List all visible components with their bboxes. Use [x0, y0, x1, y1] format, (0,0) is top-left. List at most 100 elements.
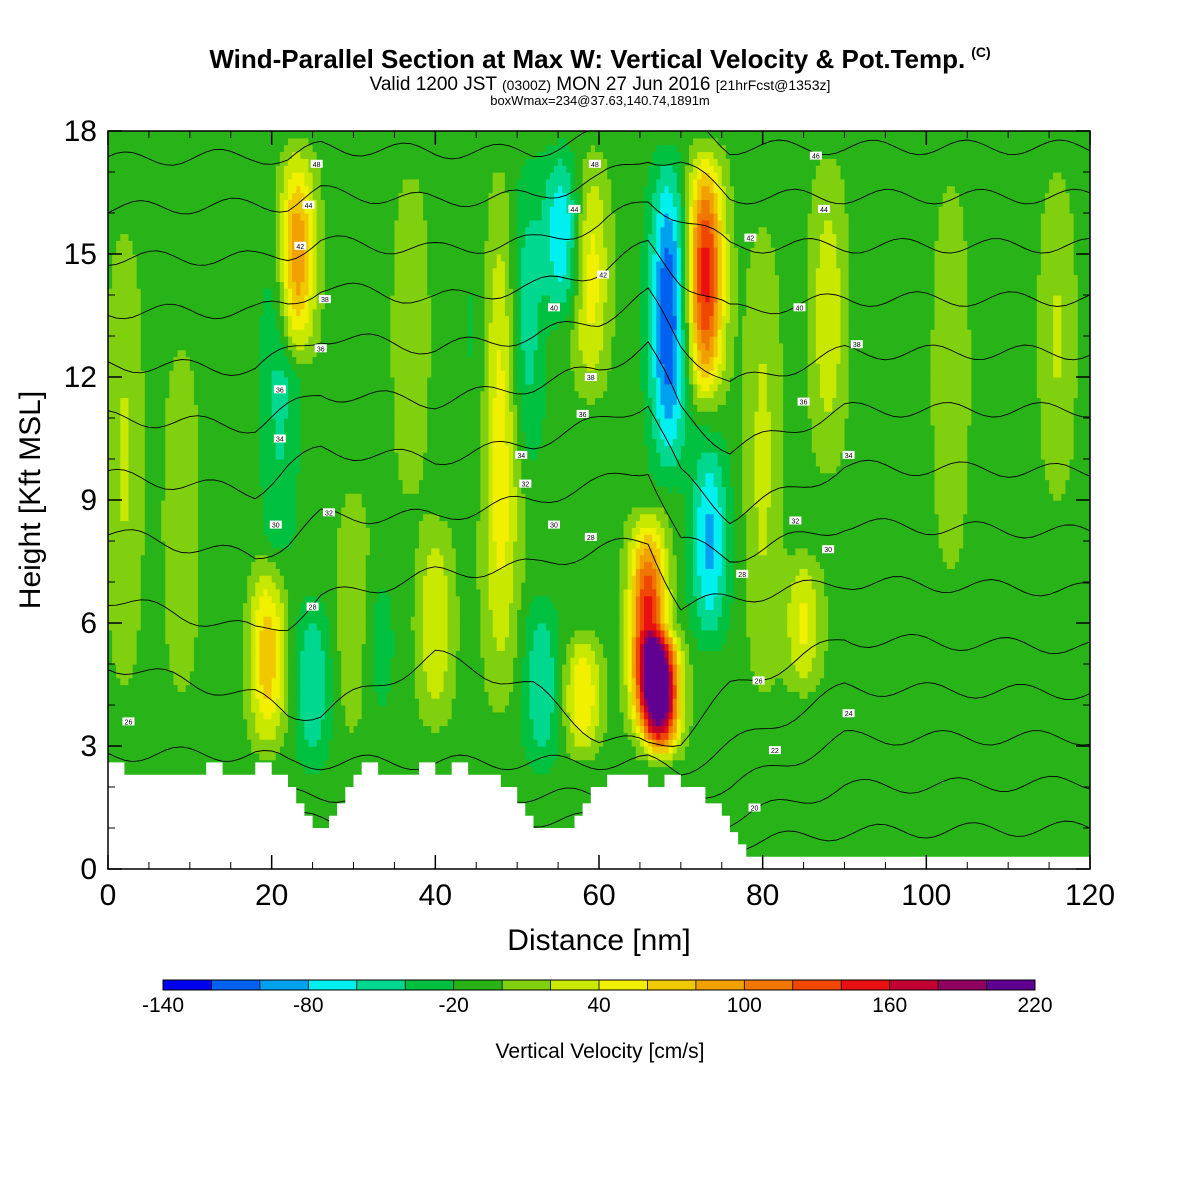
velocity-cell — [725, 226, 735, 235]
velocity-cell — [729, 240, 735, 248]
velocity-cell — [283, 670, 289, 679]
velocity-cell — [545, 192, 555, 200]
velocity-cell — [128, 418, 146, 426]
velocity-cell — [128, 452, 146, 460]
velocity-cell — [312, 329, 322, 337]
velocity-cell — [108, 759, 301, 768]
velocity-cell — [848, 322, 936, 330]
velocity-cell — [586, 274, 600, 282]
velocity-cell — [680, 643, 690, 651]
velocity-cell — [676, 349, 682, 358]
velocity-cell — [660, 568, 666, 576]
velocity-cell — [128, 479, 146, 487]
velocity-cell — [721, 315, 731, 323]
velocity-cell — [259, 472, 297, 481]
velocity-cell — [836, 233, 850, 241]
velocity-cell — [508, 479, 514, 487]
velocity-cell — [713, 349, 719, 358]
velocity-cell — [615, 254, 641, 262]
velocity-cell — [320, 185, 404, 194]
velocity-cell — [676, 295, 682, 303]
velocity-cell — [742, 363, 760, 371]
velocity-cell — [484, 363, 490, 371]
velocity-cell — [611, 206, 645, 214]
velocity-cell — [607, 281, 616, 289]
velocity-cell — [328, 616, 338, 624]
velocity-cell — [660, 247, 666, 255]
velocity-cell — [304, 206, 314, 214]
velocity-cell — [427, 418, 481, 426]
contour-label-bg — [310, 159, 323, 168]
velocity-cell — [701, 192, 715, 200]
velocity-cell — [558, 609, 621, 617]
velocity-cell — [652, 629, 657, 638]
velocity-cell — [198, 568, 252, 576]
velocity-cell — [508, 445, 514, 453]
velocity-cell — [275, 226, 281, 235]
velocity-cell — [1036, 315, 1054, 323]
velocity-cell — [570, 144, 592, 153]
velocity-cell — [116, 247, 134, 255]
velocity-cell — [283, 698, 289, 706]
velocity-cell — [652, 274, 657, 282]
velocity-cell — [308, 247, 314, 255]
chart-subtitle: Valid 1200 JST (0300Z) MON 27 Jun 2016 [… — [0, 74, 1200, 96]
velocity-cell — [312, 192, 322, 200]
velocity-cell — [627, 657, 633, 665]
velocity-cell — [680, 322, 686, 330]
velocity-cell — [198, 541, 273, 549]
contour-label-bg — [789, 516, 802, 525]
velocity-cell — [484, 254, 498, 262]
velocity-cell — [521, 342, 539, 351]
theta-contour-label: 42 — [744, 233, 757, 243]
velocity-cell — [693, 247, 698, 255]
velocity-cell — [525, 356, 535, 364]
velocity-cell — [120, 493, 130, 501]
velocity-cell — [300, 677, 326, 686]
velocity-cell — [492, 705, 506, 713]
velocity-cell — [1061, 336, 1079, 344]
velocity-cell — [684, 568, 694, 576]
velocity-cell — [664, 588, 670, 597]
velocity-cell — [292, 213, 301, 221]
velocity-cell — [660, 718, 666, 727]
velocity-cell — [729, 254, 739, 262]
velocity-cell — [488, 602, 510, 610]
velocity-cell — [488, 199, 510, 207]
velocity-cell — [144, 527, 162, 535]
velocity-cell — [108, 342, 142, 351]
velocity-cell — [672, 486, 678, 494]
velocity-cell — [165, 424, 199, 433]
velocity-cell — [631, 657, 637, 665]
velocity-cell — [660, 541, 666, 549]
velocity-cell — [656, 226, 661, 235]
velocity-cell — [169, 383, 195, 392]
velocity-cell — [934, 472, 968, 481]
velocity-cell — [390, 595, 416, 604]
velocity-cell — [684, 588, 694, 597]
velocity-cell — [689, 308, 694, 317]
velocity-cell — [644, 698, 649, 706]
velocity-cell — [549, 732, 559, 740]
velocity-cell — [570, 725, 580, 733]
velocity-cell — [705, 602, 715, 610]
velocity-cell — [259, 377, 273, 385]
velocity-cell — [664, 404, 674, 412]
theta-contour — [108, 405, 1090, 525]
velocity-cell — [938, 213, 964, 221]
velocity-cell — [619, 684, 629, 692]
velocity-cell — [476, 568, 490, 576]
velocity-cell — [693, 500, 702, 508]
velocity-cell — [259, 752, 277, 761]
velocity-cell — [783, 479, 936, 487]
velocity-cell — [811, 582, 825, 590]
velocity-cell — [660, 165, 674, 173]
velocity-cell — [492, 520, 510, 528]
velocity-cell — [447, 636, 461, 645]
velocity-cell — [521, 260, 555, 269]
velocity-cell — [652, 219, 657, 228]
velocity-cell — [725, 568, 735, 576]
velocity-cell — [680, 329, 686, 337]
velocity-cell — [848, 247, 936, 255]
velocity-cell — [308, 288, 314, 296]
